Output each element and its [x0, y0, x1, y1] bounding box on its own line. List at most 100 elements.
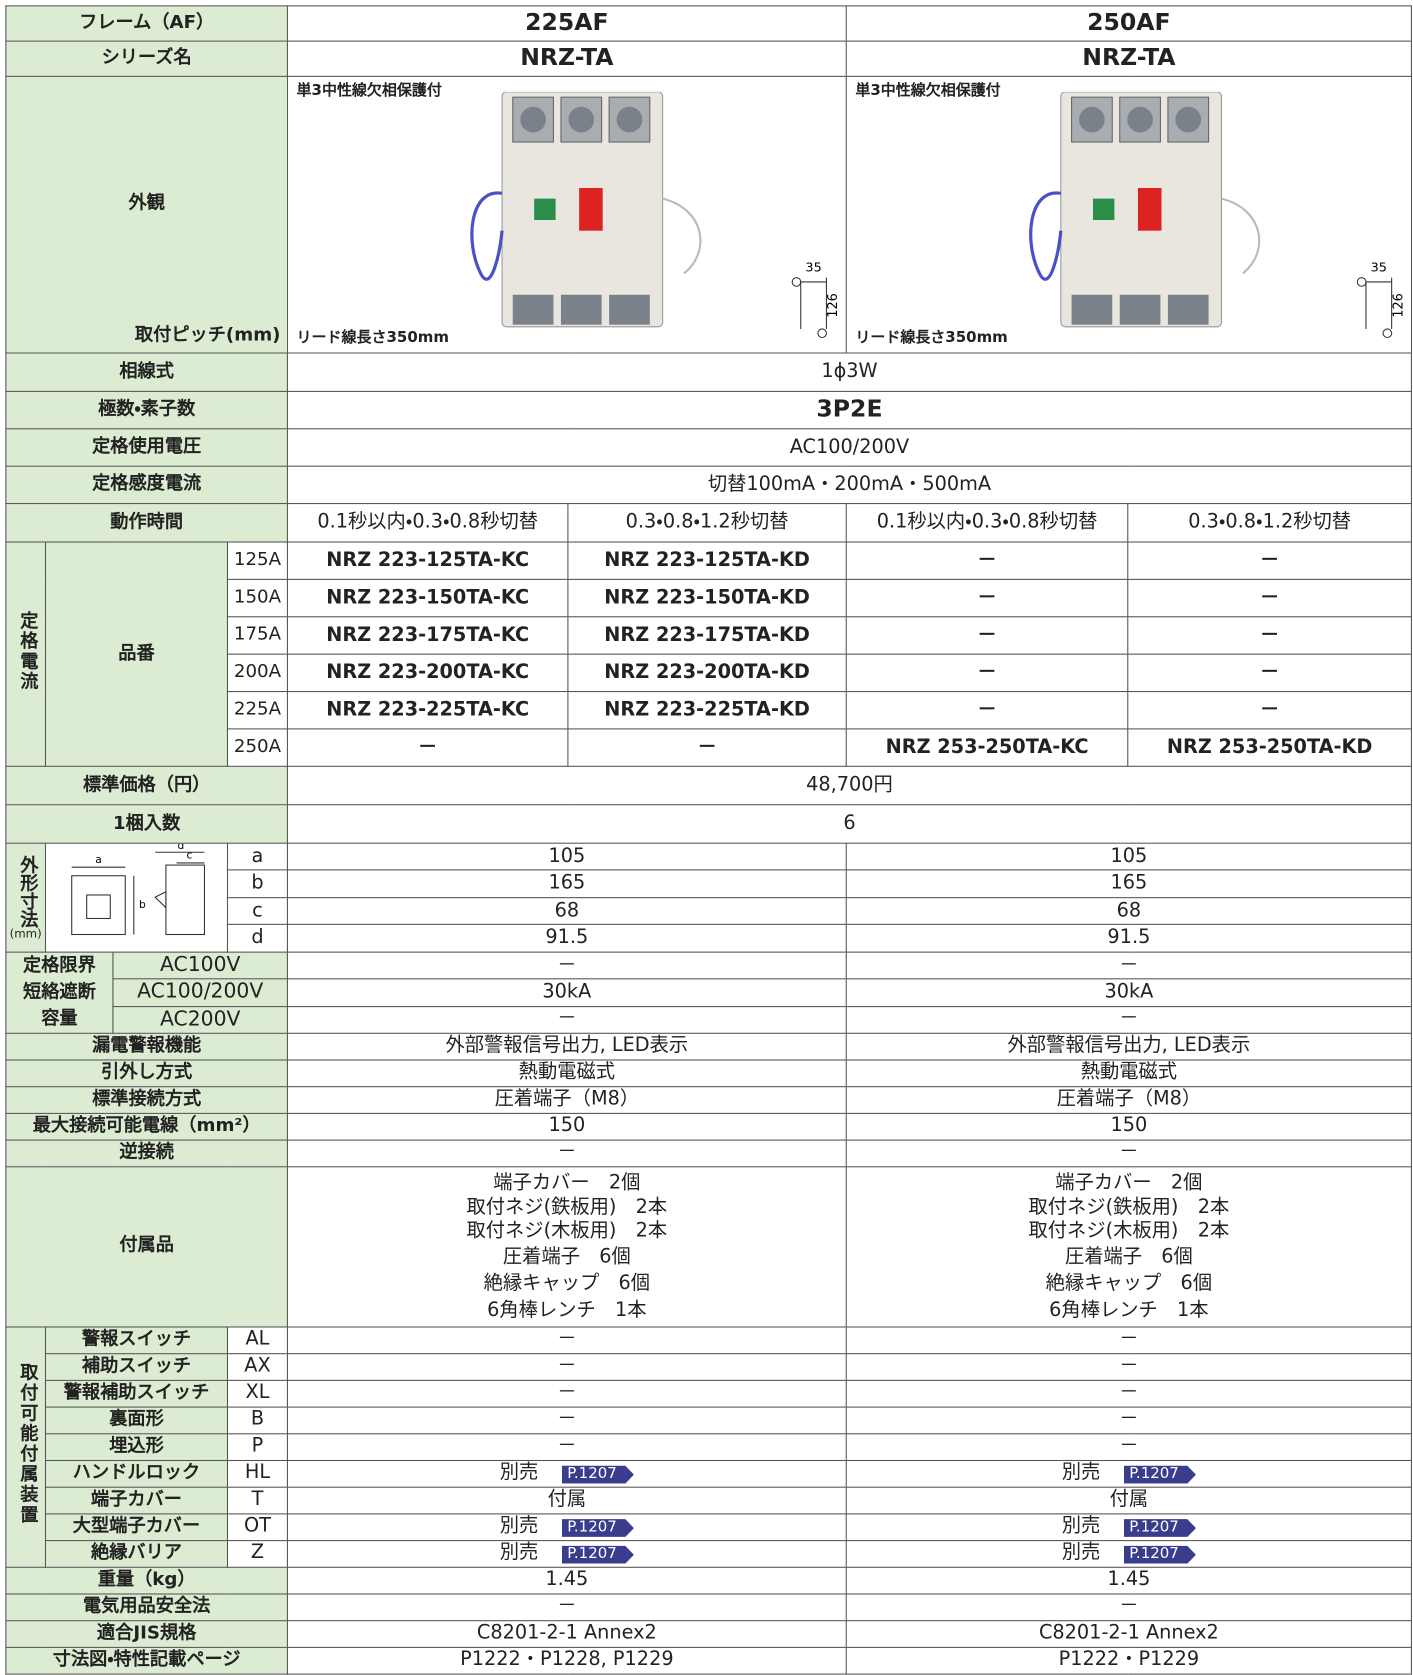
side-view: [164, 864, 205, 936]
value: 別売 P.1207: [845, 1539, 1413, 1568]
table-row: 適合JIS規格 C8201-2-1 Annex2 C8201-2-1 Annex2: [5, 1620, 1413, 1648]
row-label: 寸法図・特性記載ページ: [5, 1646, 288, 1675]
model-number: NRZ 223-200TA-KC: [286, 653, 569, 693]
image-cell: 単3中性線欠相保護付 リード線長さ350mm 35 126: [286, 75, 847, 354]
value: 熱動電磁式: [286, 1059, 847, 1088]
hole: [1356, 277, 1367, 287]
value-text: －: [557, 1408, 577, 1431]
current: 200A: [226, 653, 288, 693]
screw: [616, 106, 643, 133]
value-text: －: [1119, 1434, 1139, 1458]
spec-table: フレーム（AF） 225AF 250AF シリーズ名 NRZ-TA NRZ-TA 外観 取付ピ…: [5, 5, 1413, 1675]
value: －: [286, 1005, 847, 1034]
attachment-code: Z: [226, 1539, 288, 1568]
row-label: 動作時間: [5, 503, 288, 543]
terminal: [512, 294, 554, 325]
row-label: シリーズ名: [5, 40, 288, 77]
header-value: 250AF: [845, 5, 1413, 42]
value: 別売 P.1207: [286, 1459, 847, 1488]
current: 125A: [226, 541, 288, 580]
table-row: 最大接続可能電線（mm²） 150 150: [5, 1112, 1413, 1141]
value: 0.1秒以内・0.3・0.8秒切替: [286, 503, 569, 543]
hole: [791, 277, 802, 287]
handle: [579, 187, 603, 231]
value: 1.45: [286, 1566, 847, 1595]
model-number: －: [845, 541, 1129, 580]
row-label: 1梱入数: [5, 804, 288, 844]
value: 165: [845, 869, 1413, 899]
model-number: －: [1127, 616, 1413, 655]
pitch-label: 取付ピッチ(mm): [134, 324, 281, 347]
table-row: 寸法図・特性記載ページ P1222・P1228, P1229 P1222・P1229: [5, 1646, 1413, 1675]
attachment-code: OT: [226, 1513, 288, 1542]
model-number: －: [1127, 578, 1413, 618]
value-text: －: [1119, 1327, 1139, 1351]
value-text: －: [557, 1434, 577, 1458]
table-row: 裏面形 B － －: [6, 1406, 1413, 1435]
table-row: 大型端子カバー OT 別売 P.1207 別売 P.1207: [6, 1513, 1413, 1542]
value: －: [286, 1433, 847, 1461]
page-ref: P.1207: [1123, 1465, 1196, 1484]
dimension-key: d: [226, 924, 288, 953]
note: 単3中性線欠相保護付: [855, 82, 1001, 100]
group-label: 定格電流: [5, 541, 47, 767]
accessory-item: 取付ネジ(鉄板用) 2本: [1028, 1196, 1230, 1220]
accessory-list: 端子カバー 2個 取付ネジ(鉄板用) 2本 取付ネジ(木板用) 2本 圧着端子 6個絶…: [845, 1166, 1413, 1328]
group-label: 取付可能付属装置: [5, 1326, 47, 1568]
attachment-name: 補助スイッチ: [44, 1353, 229, 1381]
screw: [520, 106, 546, 133]
dimension-key: d: [177, 844, 184, 852]
dimension-key: a: [226, 842, 288, 871]
row-label: 標準接続方式: [5, 1086, 288, 1114]
value: 150: [845, 1112, 1413, 1141]
table-row: 逆接続－－: [5, 1139, 1413, 1168]
table-row: b 165 165: [6, 869, 1413, 899]
table-row: 定格感度電流 切替100mA・200mA・500mA: [5, 465, 1413, 505]
terminal: [609, 294, 650, 325]
label-line: 短絡遮断: [23, 981, 96, 1003]
accessory-item: 絶縁キャップ 6個: [1045, 1272, 1213, 1295]
accessory-item: 絶縁キャップ 6個: [483, 1272, 651, 1295]
value: －: [286, 1379, 847, 1408]
accessory-list: 端子カバー 2個 取付ネジ(鉄板用) 2本 取付ネジ(木板用) 2本 圧着端子 6個絶…: [286, 1166, 847, 1328]
dimension-key: b: [138, 898, 145, 911]
attachment-code: HL: [226, 1459, 288, 1488]
accessory-item: 6角棒レンチ 1本: [1049, 1299, 1209, 1322]
value: －: [845, 1593, 1413, 1622]
screw: [568, 106, 595, 133]
attachment-code: B: [226, 1406, 288, 1435]
model-number: NRZ 223-225TA-KC: [286, 690, 569, 730]
value: P1222・P1228, P1229: [286, 1646, 847, 1675]
value: 30kA: [845, 978, 1413, 1007]
note: 単3中性線欠相保護付: [296, 82, 442, 100]
model-number: NRZ 223-200TA-KD: [567, 653, 847, 693]
value-text: －: [557, 1354, 577, 1378]
dimension-key: b: [226, 869, 288, 899]
lead-note: リード線長さ350mm: [296, 329, 449, 347]
value: 別売 P.1207: [845, 1513, 1413, 1542]
table-row: 175A NRZ 223-175TA-KC NRZ 223-175TA-KD －－: [6, 616, 1413, 655]
unit: (mm): [9, 926, 42, 941]
value-text: －: [557, 1327, 577, 1351]
table-row: 取付可能付属装置 警報スイッチ AL － －: [5, 1326, 1413, 1568]
table-row: 250A －－ NRZ 253-250TA-KC NRZ 253-250TA-KD: [6, 728, 1413, 767]
value: 0.3・0.8・1.2秒切替: [567, 503, 847, 543]
value: 6: [286, 804, 1413, 844]
header-value: 225AF: [286, 5, 847, 42]
lead-wire: [1221, 197, 1261, 275]
handle: [1137, 187, 1162, 231]
front-view: [70, 875, 126, 936]
screw: [1127, 106, 1153, 133]
value: 別売 P.1207: [286, 1539, 847, 1568]
table-row: 外形寸法 (mm) a b c d a 105 105: [5, 842, 1413, 953]
attachment-name: 警報スイッチ: [44, 1326, 229, 1355]
value: 0.3・0.8・1.2秒切替: [1127, 503, 1413, 543]
value: 付属: [845, 1486, 1413, 1515]
value: 48,700円: [286, 765, 1413, 806]
label-plate: [534, 198, 556, 221]
value: －: [845, 1326, 1413, 1355]
image-cell: 単3中性線欠相保護付 リード線長さ350mm 35 126: [845, 75, 1413, 354]
value: AC100/200V: [286, 428, 1413, 467]
attachment-code: P: [226, 1433, 288, 1461]
value: －: [845, 1406, 1413, 1435]
